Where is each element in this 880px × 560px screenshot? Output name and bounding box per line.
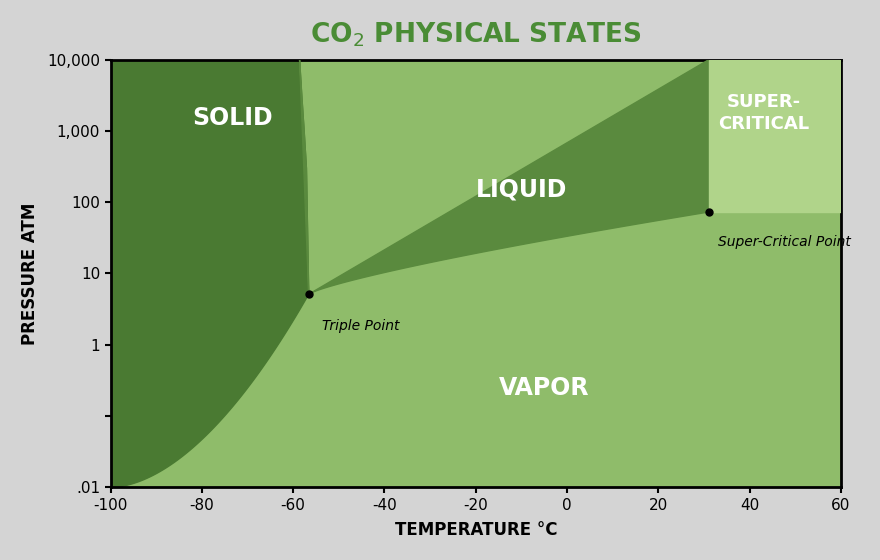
X-axis label: TEMPERATURE °C: TEMPERATURE °C <box>394 521 557 539</box>
Polygon shape <box>299 59 709 294</box>
Text: Super-Critical Point: Super-Critical Point <box>718 235 851 249</box>
Text: LIQUID: LIQUID <box>476 178 567 202</box>
Y-axis label: PRESSURE ATM: PRESSURE ATM <box>21 202 39 344</box>
Text: VAPOR: VAPOR <box>499 376 590 400</box>
Polygon shape <box>709 59 841 212</box>
Text: SOLID: SOLID <box>193 106 274 130</box>
Polygon shape <box>111 59 841 487</box>
Text: Triple Point: Triple Point <box>322 319 400 333</box>
Text: SUPER-
CRITICAL: SUPER- CRITICAL <box>718 92 809 133</box>
Title: CO$_2$ PHYSICAL STATES: CO$_2$ PHYSICAL STATES <box>310 21 642 49</box>
Polygon shape <box>111 59 309 487</box>
